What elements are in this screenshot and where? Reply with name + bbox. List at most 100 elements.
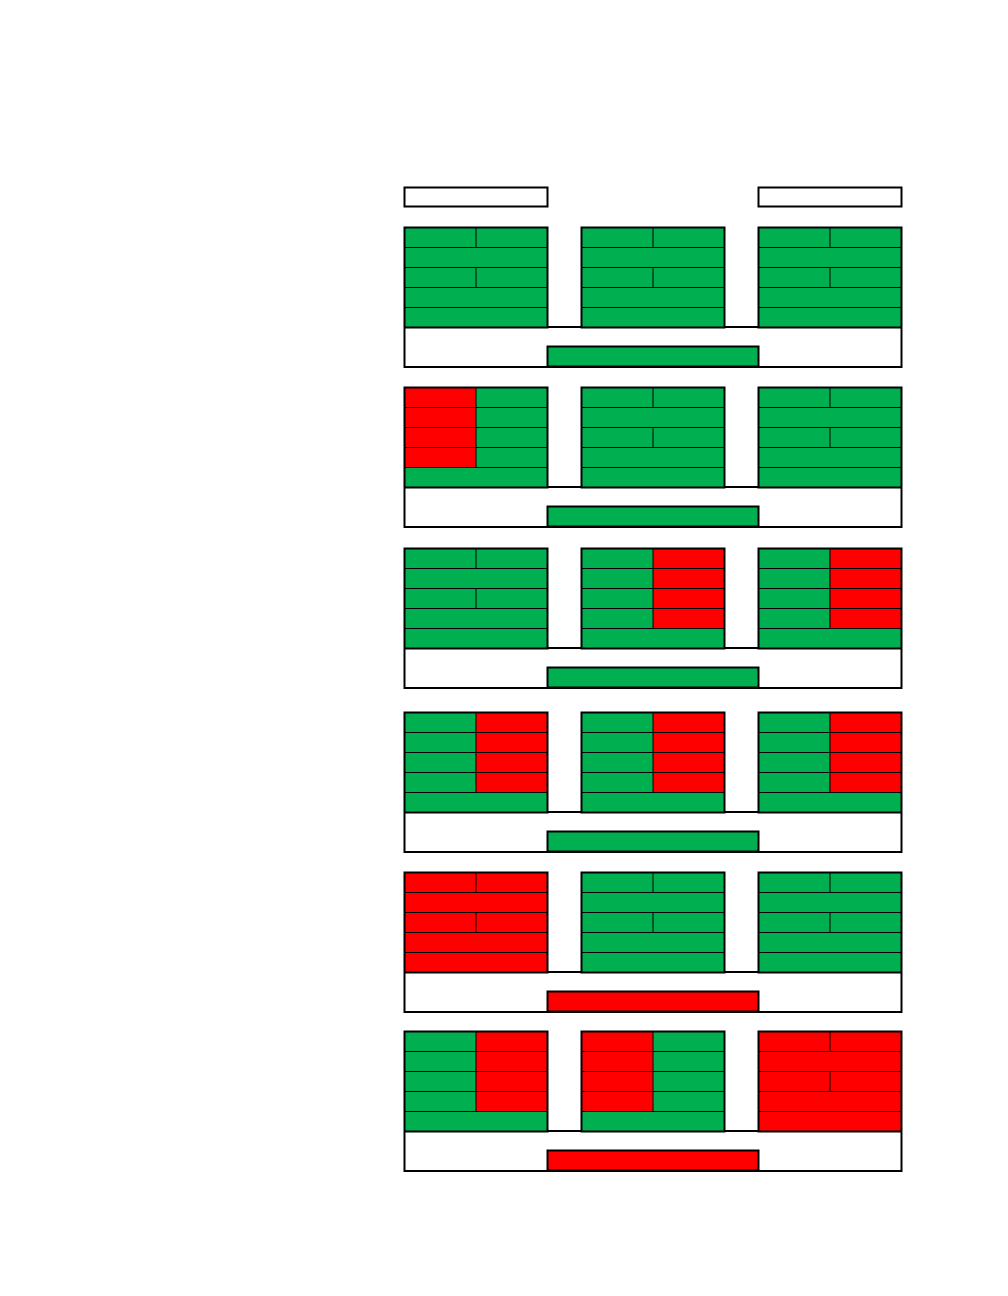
cell: [829, 872, 902, 893]
cell: [652, 1091, 725, 1112]
cell: [652, 267, 725, 288]
column-frame: [757, 386, 903, 489]
cell: [581, 1071, 654, 1092]
cell: [829, 772, 902, 793]
cell: [404, 427, 477, 448]
cell: [652, 548, 725, 569]
cell: [758, 427, 831, 448]
cell: [581, 792, 725, 813]
cell: [652, 712, 725, 733]
column-frame: [757, 711, 903, 814]
cell: [829, 427, 902, 448]
cell: [581, 287, 725, 308]
column-frame: [580, 547, 726, 650]
bottom-bar: [546, 505, 760, 528]
cell: [475, 427, 548, 448]
cell: [829, 712, 902, 733]
column-frame: [403, 711, 549, 814]
cell: [652, 912, 725, 933]
cell: [652, 608, 725, 629]
cell: [829, 588, 902, 609]
cell: [404, 952, 548, 973]
cell: [758, 588, 831, 609]
cell: [829, 267, 902, 288]
cell: [758, 447, 902, 468]
cell: [829, 548, 902, 569]
cell: [758, 267, 831, 288]
cell: [581, 1091, 654, 1112]
cell: [652, 387, 725, 408]
cell: [829, 387, 902, 408]
cell: [404, 892, 548, 913]
cell: [758, 1031, 831, 1052]
cell: [829, 732, 902, 753]
column-frame: [757, 547, 903, 650]
column-frame: [403, 1030, 549, 1133]
cell: [829, 1071, 902, 1092]
cell: [581, 912, 654, 933]
cell: [475, 772, 548, 793]
cell: [581, 307, 725, 328]
cell: [581, 932, 725, 953]
cell: [758, 772, 831, 793]
cell: [475, 387, 548, 408]
cell: [581, 1051, 654, 1072]
cell: [652, 1051, 725, 1072]
cell: [475, 912, 548, 933]
cell: [581, 608, 654, 629]
cell: [581, 892, 725, 913]
cell: [758, 387, 831, 408]
cell: [652, 1031, 725, 1052]
cell: [475, 1091, 548, 1112]
cell: [652, 227, 725, 248]
cell: [581, 628, 725, 649]
cell: [475, 1051, 548, 1072]
cell: [652, 1071, 725, 1092]
cell: [404, 267, 477, 288]
cell: [475, 267, 548, 288]
cell: [581, 872, 654, 893]
column-frame: [580, 871, 726, 974]
cell: [758, 932, 902, 953]
cell: [581, 467, 725, 488]
cell: [475, 548, 548, 569]
bottom-bar: [546, 990, 760, 1013]
column-frame: [757, 226, 903, 329]
cell: [404, 247, 548, 268]
cell: [758, 892, 902, 913]
cell: [581, 447, 725, 468]
cell: [404, 548, 477, 569]
cell: [758, 1091, 902, 1112]
cell: [829, 752, 902, 773]
cell: [581, 712, 654, 733]
column-frame: [403, 386, 549, 489]
cell: [475, 407, 548, 428]
column-frame: [580, 1030, 726, 1133]
cell: [404, 628, 548, 649]
cell: [404, 932, 548, 953]
cell: [581, 732, 654, 753]
cell: [404, 1111, 548, 1132]
cell: [581, 752, 654, 773]
cell: [475, 227, 548, 248]
cell: [404, 608, 548, 629]
column-frame: [580, 711, 726, 814]
cell: [581, 772, 654, 793]
cell: [404, 1031, 477, 1052]
cell: [652, 772, 725, 793]
cell: [404, 467, 548, 488]
cell: [581, 952, 725, 973]
bottom-bar: [546, 666, 760, 689]
cell: [758, 287, 902, 308]
cell: [829, 568, 902, 589]
column-frame: [403, 871, 549, 974]
cell: [581, 387, 654, 408]
cell: [404, 712, 477, 733]
cell: [404, 792, 548, 813]
cell: [475, 872, 548, 893]
cell: [404, 447, 477, 468]
cell: [404, 227, 477, 248]
cell: [581, 247, 725, 268]
cell: [581, 1111, 725, 1132]
